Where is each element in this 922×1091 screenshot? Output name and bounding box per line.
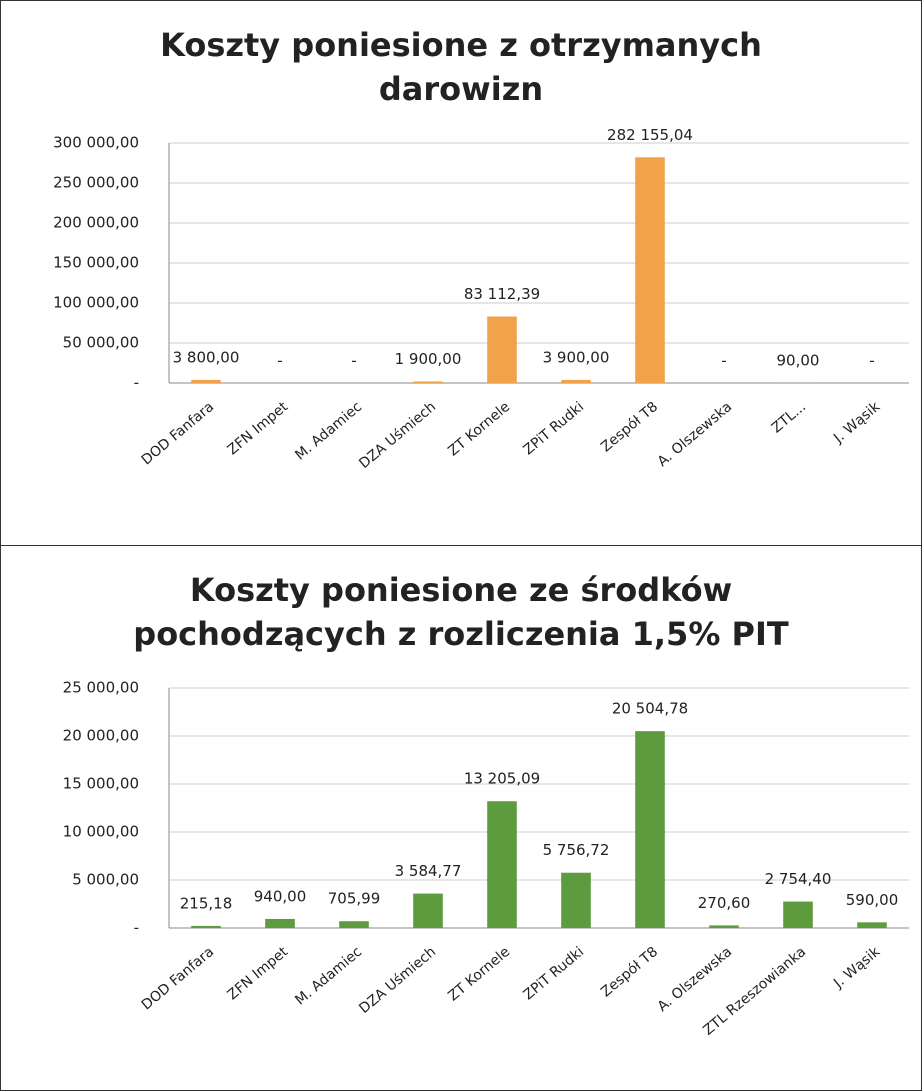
x-tick-label: DZA Uśmiech	[356, 399, 439, 472]
data-label: 270,60	[698, 894, 751, 912]
chart-panel: Koszty poniesione z otrzymanych darowizn…	[0, 0, 922, 546]
data-label: -	[869, 352, 874, 370]
data-label: 13 205,09	[464, 770, 540, 788]
x-tick-label: Zespół T8	[598, 944, 661, 1001]
data-label: 3 584,77	[395, 862, 462, 880]
x-tick-label: J. Wąsik	[830, 398, 884, 447]
data-label: 940,00	[254, 887, 307, 905]
y-tick-label: 10 000,00	[63, 823, 139, 841]
bar	[191, 379, 221, 383]
y-tick-label: 5 000,00	[72, 871, 139, 889]
data-label: 3 800,00	[173, 348, 240, 366]
y-tick-label: 250 000,00	[53, 174, 139, 192]
data-label: 83 112,39	[464, 285, 540, 303]
x-tick-label: Zespół T8	[598, 399, 661, 456]
data-label: -	[351, 352, 356, 370]
y-tick-label: 50 000,00	[63, 334, 139, 352]
bar	[709, 925, 739, 928]
y-tick-label: -	[134, 374, 139, 392]
data-label: 90,00	[777, 351, 820, 369]
bar	[191, 925, 221, 928]
bar	[561, 872, 591, 928]
bar	[635, 731, 665, 928]
bar	[561, 379, 591, 383]
y-tick-label: -	[134, 919, 139, 937]
data-label: 1 900,00	[395, 350, 462, 368]
x-tick-label: ZFN Impet	[225, 399, 292, 459]
chart-title: Koszty poniesione ze środków pochodzącyc…	[133, 571, 789, 653]
bar	[487, 316, 517, 383]
data-label: 3 900,00	[543, 348, 610, 366]
x-tick-label: DOD Fanfara	[139, 944, 218, 1014]
x-tick-label: M. Adamiec	[292, 944, 365, 1009]
bar	[413, 893, 443, 928]
x-tick-label: ZT Kornele	[445, 944, 513, 1005]
x-tick-label: M. Adamiec	[292, 399, 365, 464]
x-tick-label: ZPiT Rudki	[521, 399, 588, 458]
data-label: -	[277, 352, 282, 370]
chart: - 50 000,00 100 000,00 150 000,00 200 000,00…	[53, 126, 909, 472]
x-tick-label: ZPiT Rudki	[521, 944, 588, 1003]
y-tick-label: 15 000,00	[63, 775, 139, 793]
chart-title: Koszty poniesione z otrzymanych darowizn	[160, 26, 762, 108]
data-label: -	[721, 352, 726, 370]
x-tick-label: DOD Fanfara	[139, 399, 218, 469]
data-label: 282 155,04	[607, 126, 693, 144]
x-tick-label: A. Olszewska	[655, 399, 735, 470]
x-tick-label: J. Wąsik	[830, 943, 884, 992]
chart: - 5 000,00 10 000,00 15 000,00 20 000,00 25 0…	[63, 679, 909, 1039]
y-tick-label: 300 000,00	[53, 134, 139, 152]
x-tick-label: DZA Uśmiech	[356, 944, 439, 1017]
y-tick-label: 20 000,00	[63, 727, 139, 745]
y-tick-label: 150 000,00	[53, 254, 139, 272]
data-label: 590,00	[846, 891, 899, 909]
data-label: 5 756,72	[543, 841, 610, 859]
x-tick-label: ZT Kornele	[445, 399, 513, 460]
bar	[413, 381, 443, 383]
bar	[265, 918, 295, 928]
bar	[339, 921, 369, 928]
data-label: 705,99	[328, 890, 381, 908]
y-tick-label: 25 000,00	[63, 679, 139, 697]
y-tick-label: 200 000,00	[53, 214, 139, 232]
bar	[635, 157, 665, 383]
y-tick-label: 100 000,00	[53, 294, 139, 312]
bar	[783, 901, 813, 928]
x-tick-label: A. Olszewska	[655, 944, 735, 1015]
chart-panel: Koszty poniesione ze środków pochodzącyc…	[0, 545, 922, 1091]
bar	[487, 801, 517, 928]
data-label: 2 754,40	[765, 870, 832, 888]
x-tick-label: ZTL...	[769, 399, 809, 437]
bar	[857, 922, 887, 928]
x-tick-label: ZFN Impet	[225, 944, 292, 1004]
data-label: 215,18	[180, 894, 233, 912]
data-label: 20 504,78	[612, 700, 688, 718]
